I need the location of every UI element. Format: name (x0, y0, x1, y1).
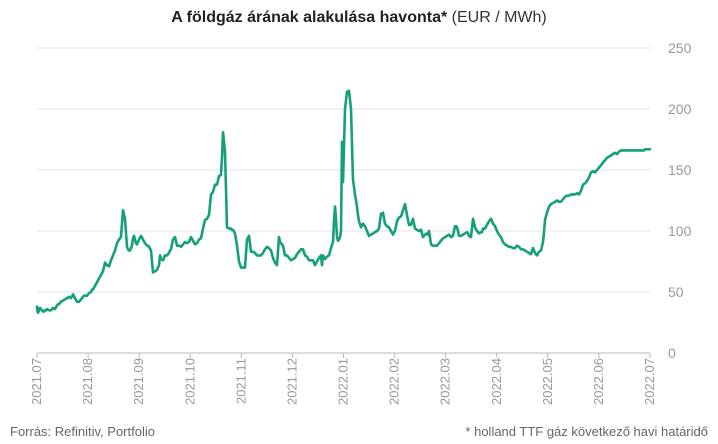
y-tick-label: 150 (668, 162, 692, 178)
x-tick-label: 2021.07 (29, 358, 44, 405)
y-tick-label: 200 (668, 101, 692, 117)
x-tick-label: 2022.03 (438, 358, 453, 405)
x-tick-label: 2022.06 (591, 358, 606, 405)
y-tick-label: 100 (668, 223, 692, 239)
x-tick-label: 2022.02 (387, 358, 402, 405)
y-tick-label: 250 (668, 40, 692, 56)
source-note: Forrás: Refinitiv, Portfolio (10, 424, 155, 439)
y-axis-ticks: 0 50 100 150 200 250 (668, 40, 692, 361)
y-tick-label: 0 (668, 345, 676, 361)
x-tick-label: 2021.09 (131, 358, 146, 405)
x-tick-label: 2021.10 (182, 358, 197, 405)
chart-title: A földgáz árának alakulása havonta* (EUR… (0, 9, 718, 27)
chart-title-bold: A földgáz árának alakulása havonta* (171, 9, 448, 26)
x-tick-label: 2021.08 (80, 358, 95, 405)
x-tick-label: 2022.05 (540, 358, 555, 405)
x-tick-label: 2022.07 (642, 358, 657, 405)
series-line (35, 89, 652, 315)
x-tick-label: 2021.12 (284, 358, 299, 405)
x-tick-label: 2021.11 (233, 358, 248, 404)
series-layer (35, 89, 652, 315)
x-axis-ticks: 2021.07 2021.08 2021.09 2021.10 2021.11 2021.… (29, 353, 657, 405)
x-tick-label: 2022.04 (489, 358, 504, 405)
x-tick-label: 2022.01 (336, 358, 351, 405)
footnote: * holland TTF gáz következő havi határid… (465, 424, 708, 439)
y-tick-label: 50 (668, 284, 684, 300)
chart-title-unit: (EUR / MWh) (451, 9, 547, 26)
